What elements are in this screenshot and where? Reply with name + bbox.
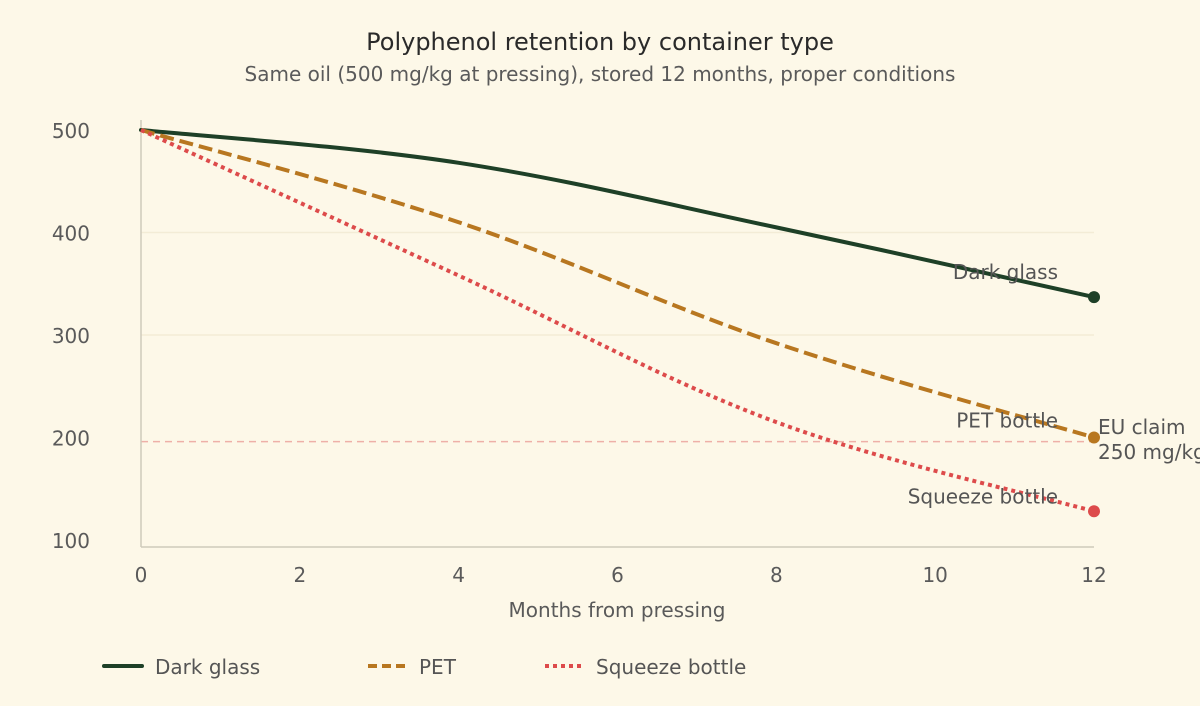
reference-line-label: EU claim bbox=[1098, 415, 1185, 439]
legend: Dark glass PET Squeeze bottle bbox=[102, 655, 746, 679]
legend-label-dark-glass: Dark glass bbox=[155, 655, 260, 679]
grid-lines bbox=[141, 231, 1094, 336]
y-tick-label: 500 bbox=[52, 119, 90, 143]
series-lines bbox=[139, 128, 1100, 518]
chart-subtitle: Same oil (500 mg/kg at pressing), stored… bbox=[245, 62, 956, 86]
x-axis-label: Months from pressing bbox=[509, 598, 726, 622]
series-end-label-dark-glass: Dark glass bbox=[953, 260, 1058, 284]
x-tick-label: 0 bbox=[135, 563, 148, 587]
y-tick-label: 300 bbox=[52, 324, 90, 348]
series-end-point-dark-glass bbox=[1088, 291, 1100, 304]
x-tick-label: 4 bbox=[452, 563, 465, 587]
series-line-squeeze-bottle bbox=[140, 128, 1095, 514]
x-tick-label: 10 bbox=[922, 563, 947, 587]
y-tick-label: 200 bbox=[52, 427, 90, 451]
x-tick-label: 6 bbox=[611, 563, 624, 587]
x-tick-label: 2 bbox=[293, 563, 306, 587]
y-tick-label: 100 bbox=[52, 529, 90, 553]
x-tick-label: 8 bbox=[770, 563, 783, 587]
axes bbox=[140, 120, 1094, 548]
series-end-labels: Dark glass PET bottle Squeeze bottle bbox=[908, 260, 1058, 508]
series-line-dark-glass bbox=[139, 128, 1096, 300]
x-tick-label: 12 bbox=[1081, 563, 1106, 587]
series-end-point-pet bbox=[1088, 431, 1100, 444]
series-end-point-squeeze-bottle bbox=[1088, 505, 1100, 518]
reference-line-label: 250 mg/kg bbox=[1098, 440, 1200, 464]
series-end-label-squeeze-bottle: Squeeze bottle bbox=[908, 484, 1058, 508]
legend-label-pet: PET bbox=[419, 655, 457, 679]
legend-label-squeeze-bottle: Squeeze bottle bbox=[596, 655, 746, 679]
x-axis-ticks: 0 2 4 6 8 10 12 bbox=[135, 563, 1107, 587]
y-tick-label: 400 bbox=[52, 222, 90, 246]
series-end-label-pet: PET bottle bbox=[956, 409, 1058, 433]
chart-title: Polyphenol retention by container type bbox=[366, 28, 834, 56]
series-line-pet bbox=[140, 128, 1095, 440]
y-axis-ticks: 500 400 300 200 100 bbox=[52, 119, 90, 553]
